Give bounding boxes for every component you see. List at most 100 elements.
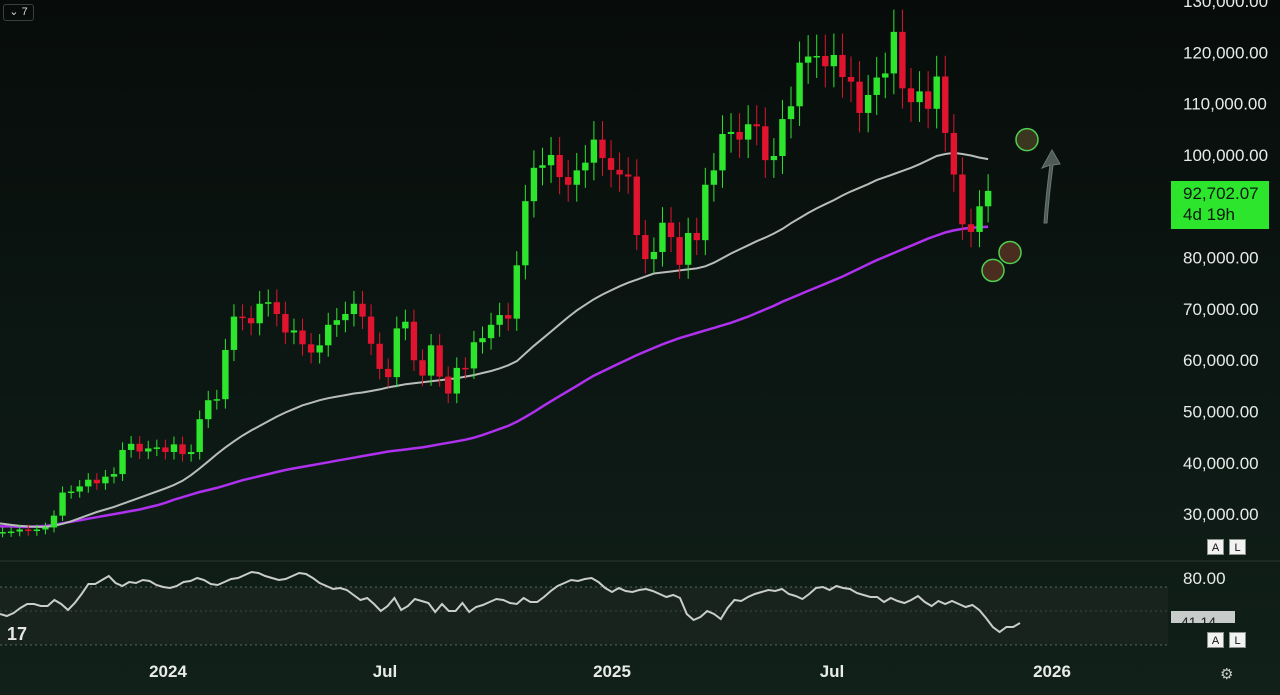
candle-body (650, 251, 658, 260)
candle-body (282, 314, 289, 333)
candle-body (787, 106, 795, 120)
candle-body (136, 443, 143, 452)
candle-body (162, 447, 169, 453)
y-tick-label: 40,000.00 (1183, 454, 1259, 473)
candle-body (470, 342, 478, 369)
candle-body (445, 376, 452, 394)
y-tick-label: 30,000.00 (1183, 505, 1259, 524)
candle-body (693, 232, 700, 241)
candle-body (719, 133, 726, 171)
candle-body (744, 124, 752, 140)
candle-body (556, 155, 563, 178)
candle-body (316, 345, 323, 353)
candle-body (419, 360, 426, 376)
candle-body (727, 131, 735, 134)
candle-body (667, 222, 675, 238)
candle-body (633, 176, 640, 236)
candle-body (93, 479, 101, 484)
candle-body (256, 303, 263, 324)
last-price-badge: 92,702.07 4d 19h (1171, 181, 1269, 229)
candle-body (924, 91, 932, 109)
candle-body (42, 527, 49, 530)
candle-body (839, 54, 846, 78)
candle-body (907, 88, 915, 103)
candle-body (873, 77, 880, 95)
candle-body (367, 316, 375, 344)
low-circle (981, 258, 1005, 283)
candle-body (385, 368, 392, 378)
candle-body (119, 449, 126, 475)
candle-body (16, 529, 23, 532)
candle-body (110, 474, 118, 477)
candle-body (847, 77, 855, 82)
rsi-value: 41.14 (1181, 614, 1217, 623)
candle-body (890, 31, 898, 74)
candle-body (933, 76, 940, 109)
candle-body (496, 315, 503, 325)
collapse-indicators-button[interactable]: ⌄ 7 (3, 4, 34, 21)
candle-body (59, 492, 66, 516)
rsi-auto-scale-button[interactable]: A (1207, 632, 1224, 648)
candle-body (710, 170, 718, 185)
ma-purple-line (0, 225, 989, 529)
candle-body (770, 156, 778, 161)
candle-body (436, 345, 443, 377)
candle-body (33, 529, 41, 532)
candle-body (487, 324, 495, 339)
candle-body (505, 315, 512, 319)
candle-body (307, 344, 315, 353)
rsi-log-scale-button[interactable]: L (1229, 632, 1246, 648)
x-tick-label: 2025 (593, 662, 631, 681)
last-price-value: 92,702.07 (1183, 184, 1259, 203)
candle-body (376, 343, 383, 369)
candle-body (513, 265, 520, 319)
candle-body (976, 206, 983, 232)
candle-body (85, 479, 92, 487)
log-scale-button[interactable]: L (1229, 539, 1246, 555)
candle-body (882, 73, 889, 78)
settings-gear-icon[interactable]: ⚙ (1220, 666, 1234, 683)
x-tick-label: 2026 (1033, 662, 1071, 681)
candle-body (196, 419, 203, 453)
y-tick-label: 70,000.00 (1183, 300, 1259, 319)
candle-body (462, 367, 469, 370)
x-tick-label: 2024 (149, 662, 187, 681)
candle-body (684, 232, 692, 265)
candle-body (796, 62, 803, 107)
candle-body (179, 444, 186, 455)
candle-body (127, 443, 135, 450)
candle-body (530, 167, 538, 202)
candle-body (547, 155, 555, 166)
candle-body (899, 31, 906, 89)
candle-body (624, 174, 632, 177)
ma-gray-line (0, 151, 989, 528)
candle-body (247, 318, 255, 324)
candle-body (616, 169, 623, 175)
candle-body (582, 162, 589, 171)
candle-body (779, 119, 786, 157)
target-circle (1015, 127, 1039, 152)
candle-body (453, 367, 460, 394)
y-tick-label: 130,000.00 (1183, 0, 1268, 11)
candle-body (753, 124, 760, 127)
candle-body (607, 158, 615, 170)
candle-body (0, 532, 6, 534)
candle-body (702, 184, 709, 241)
candle-body (342, 314, 349, 321)
tradingview-logo[interactable]: 17 (7, 624, 28, 644)
auto-scale-button[interactable]: A (1207, 539, 1224, 555)
x-tick-label: Jul (820, 662, 845, 681)
candle-body (967, 224, 975, 232)
candle-body (325, 324, 332, 346)
candle-body (959, 174, 966, 225)
candle-body (479, 338, 486, 343)
y-tick-label: 120,000.00 (1183, 43, 1268, 62)
rsi-value-badge: 41.14 (1171, 611, 1235, 623)
candle-body (856, 81, 863, 113)
candle-body (290, 330, 298, 333)
candle-body (170, 444, 178, 453)
candle-body (50, 515, 58, 528)
y-tick-label: 110,000.00 (1183, 95, 1267, 114)
